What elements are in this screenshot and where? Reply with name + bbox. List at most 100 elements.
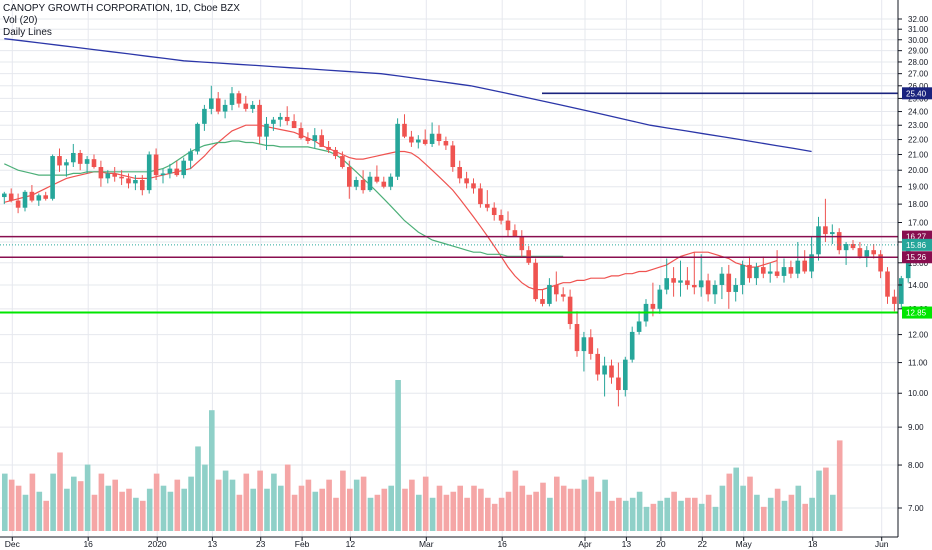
- candle[interactable]: [816, 216, 821, 261]
- candle[interactable]: [77, 149, 83, 171]
- price-level-tag[interactable]: 15.26: [906, 253, 927, 262]
- candle[interactable]: [464, 171, 469, 189]
- candle[interactable]: [71, 143, 76, 168]
- candle-body[interactable]: [347, 167, 352, 187]
- candle-body[interactable]: [664, 278, 669, 290]
- candle[interactable]: [733, 278, 738, 302]
- candle[interactable]: [429, 122, 435, 147]
- candle-body[interactable]: [657, 289, 663, 309]
- symbol-title[interactable]: CANOPY GROWTH CORPORATION, 1D, Cboe BZX: [3, 3, 240, 14]
- candle[interactable]: [340, 151, 345, 169]
- candle-body[interactable]: [340, 156, 345, 168]
- candle[interactable]: [657, 284, 663, 314]
- candle-body[interactable]: [588, 337, 594, 354]
- candle[interactable]: [671, 267, 676, 297]
- candle[interactable]: [678, 260, 683, 297]
- candle[interactable]: [257, 99, 262, 144]
- candle-body[interactable]: [429, 133, 435, 144]
- candle-body[interactable]: [305, 138, 311, 142]
- candle[interactable]: [616, 362, 621, 407]
- candle-body[interactable]: [140, 180, 145, 191]
- candle[interactable]: [747, 256, 752, 283]
- candle-body[interactable]: [257, 104, 262, 137]
- candle-body[interactable]: [733, 284, 738, 292]
- candle-body[interactable]: [146, 154, 152, 191]
- candle-body[interactable]: [478, 188, 483, 205]
- candle-body[interactable]: [15, 200, 21, 208]
- candle-body[interactable]: [50, 156, 55, 199]
- candle[interactable]: [409, 130, 414, 147]
- candle[interactable]: [29, 185, 35, 203]
- candle-body[interactable]: [857, 248, 863, 257]
- candle[interactable]: [450, 141, 456, 172]
- candle[interactable]: [319, 129, 324, 147]
- candle[interactable]: [698, 254, 704, 297]
- daily-lines-indicator-label[interactable]: Daily Lines: [3, 27, 52, 38]
- candle-body[interactable]: [788, 267, 794, 274]
- candle[interactable]: [333, 146, 338, 160]
- candle[interactable]: [761, 256, 766, 279]
- candle[interactable]: [174, 160, 180, 177]
- candle[interactable]: [491, 202, 497, 221]
- candle[interactable]: [374, 165, 380, 184]
- candle[interactable]: [36, 193, 42, 206]
- candle[interactable]: [554, 271, 559, 302]
- candle-body[interactable]: [84, 159, 90, 164]
- candle[interactable]: [899, 275, 904, 309]
- candle[interactable]: [485, 190, 490, 212]
- candle-body[interactable]: [422, 139, 428, 144]
- candle-body[interactable]: [367, 176, 373, 191]
- candle-body[interactable]: [312, 135, 318, 142]
- candle[interactable]: [602, 356, 607, 397]
- candle-body[interactable]: [229, 93, 235, 105]
- candle-body[interactable]: [761, 267, 766, 274]
- candle-body[interactable]: [747, 264, 752, 279]
- candle-layer[interactable]: [2, 85, 911, 407]
- candle[interactable]: [629, 326, 635, 363]
- candle[interactable]: [719, 267, 725, 300]
- candle[interactable]: [271, 116, 276, 131]
- candle-body[interactable]: [436, 133, 442, 142]
- candle-body[interactable]: [816, 226, 821, 255]
- candle[interactable]: [581, 331, 587, 372]
- candle[interactable]: [215, 92, 221, 115]
- candle-body[interactable]: [795, 260, 801, 274]
- candle-body[interactable]: [560, 294, 566, 297]
- candle[interactable]: [478, 183, 483, 208]
- candle[interactable]: [774, 250, 780, 279]
- candle[interactable]: [471, 178, 476, 194]
- price-level-tag[interactable]: 16.27: [906, 233, 927, 242]
- candle-body[interactable]: [22, 191, 28, 208]
- candle[interactable]: [360, 170, 366, 194]
- candle[interactable]: [560, 287, 566, 302]
- price-axis[interactable]: 32.0031.0030.0029.0028.0027.0026.0025.00…: [897, 0, 932, 537]
- candle-body[interactable]: [678, 280, 683, 283]
- candle-body[interactable]: [71, 152, 76, 163]
- candle-body[interactable]: [595, 353, 600, 375]
- candle[interactable]: [229, 87, 235, 111]
- candle[interactable]: [284, 106, 290, 126]
- candle-body[interactable]: [698, 280, 704, 288]
- candle[interactable]: [547, 278, 552, 307]
- candle[interactable]: [436, 125, 442, 146]
- candle-body[interactable]: [402, 123, 407, 137]
- candle[interactable]: [381, 176, 387, 189]
- candle[interactable]: [857, 242, 863, 259]
- candle-body[interactable]: [457, 167, 462, 179]
- candle-body[interactable]: [284, 116, 290, 122]
- candle-body[interactable]: [195, 123, 200, 152]
- candle[interactable]: [519, 230, 525, 257]
- candle[interactable]: [105, 170, 111, 184]
- time-axis[interactable]: Dec 16 2020 13 23 Feb 12 Mar 16 Apr 13 20 22 May 18 Jun: [0, 536, 898, 549]
- candle-body[interactable]: [243, 103, 249, 109]
- candle-body[interactable]: [726, 273, 732, 292]
- candle[interactable]: [264, 116, 269, 150]
- candle-body[interactable]: [719, 273, 725, 285]
- candle-body[interactable]: [554, 284, 559, 295]
- candle[interactable]: [91, 154, 97, 169]
- candle-body[interactable]: [505, 220, 511, 231]
- candle[interactable]: [50, 154, 55, 201]
- candle[interactable]: [836, 228, 842, 255]
- candle-body[interactable]: [740, 264, 745, 285]
